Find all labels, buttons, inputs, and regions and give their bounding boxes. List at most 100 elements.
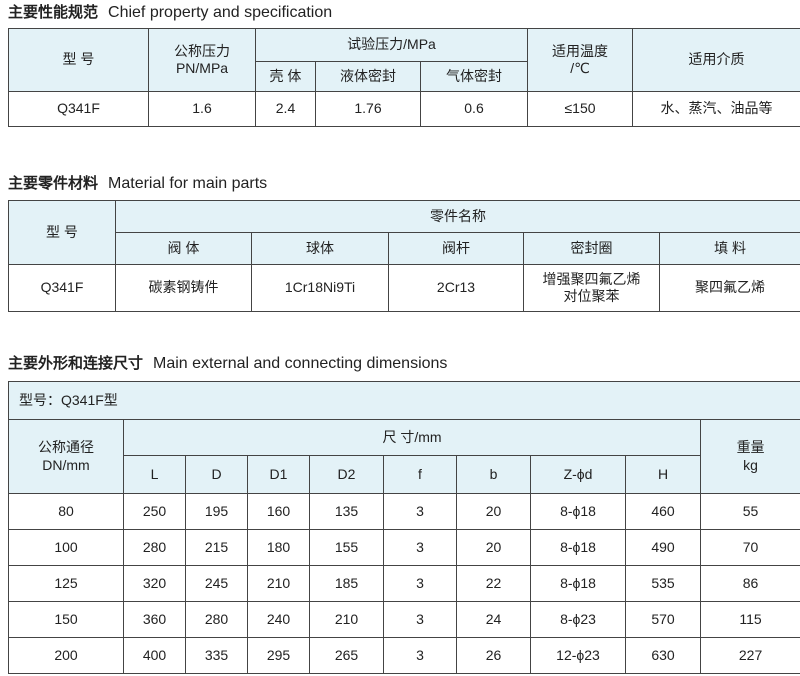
cell: 聚四氟乙烯: [658, 264, 800, 312]
cell: 155: [309, 529, 384, 566]
cell: 215: [185, 529, 248, 566]
cell: ≤150: [527, 91, 634, 127]
cell: 490: [625, 529, 701, 566]
hdr-col: Z-ϕd: [530, 455, 626, 494]
cell: 335: [185, 637, 248, 674]
hdr-size: 尺 寸/mm: [123, 419, 701, 456]
cell: 55: [699, 493, 800, 530]
section2-title: 主要零件材料 Material for main parts: [8, 172, 267, 193]
cell: Q341F: [8, 91, 149, 127]
hdr-test-pressure: 试验压力/MPa: [254, 28, 529, 62]
cell: 24: [456, 601, 531, 638]
cell: 3: [383, 529, 457, 566]
table-row: Q341F 1.6 2.4 1.76 0.6 ≤150 水、蒸汽、油品等: [8, 91, 800, 127]
table-row: 125 320 245 210 185 3 22 8-ϕ18 535 86: [8, 565, 800, 602]
hdr-stem: 阀杆: [388, 232, 524, 265]
hdr-part-name: 零件名称: [114, 200, 800, 233]
cell: 240: [247, 601, 310, 638]
cell: 135: [309, 493, 384, 530]
table-row: 150 360 280 240 210 3 24 8-ϕ23 570 115: [8, 601, 800, 638]
cell: 2Cr13: [388, 264, 524, 312]
cell: 26: [456, 637, 531, 674]
cell: 185: [309, 565, 384, 602]
hdr-model: 型 号: [8, 200, 116, 265]
section3-title-cn: 主要外形和连接尺寸: [8, 354, 144, 372]
hdr-packing: 填 料: [658, 232, 800, 265]
cell: 280: [185, 601, 248, 638]
model-label: 型号：Q341F型: [7, 381, 800, 420]
materials-table: 型 号 零件名称 阀 体球体 阀杆 密封圈填 料 Q341F 碳素钢铸件 1Cr18Ni…: [8, 200, 800, 312]
hdr-col: D2: [309, 455, 384, 494]
cell: 碳素钢铸件: [115, 264, 252, 312]
hdr-col: L: [123, 455, 186, 494]
section1-title: 主要性能规范 Chief property and specification: [8, 1, 332, 22]
cell: 70: [699, 529, 800, 566]
spec-table: 型 号 公称压力 PN/MPa 试验压力/MPa 适用温度/℃ 适用介质 壳 体 …: [8, 28, 800, 127]
cell: 150: [8, 601, 124, 638]
cell: 1Cr18Ni9Ti: [251, 264, 389, 312]
cell: 160: [247, 493, 310, 530]
cell: 180: [247, 529, 310, 566]
cell: 8-ϕ18: [530, 529, 626, 566]
table-row: Q341F 碳素钢铸件 1Cr18Ni9Ti 2Cr13 增强聚四氟乙烯 对位聚苯 聚四氟乙…: [8, 264, 800, 312]
cell: 535: [625, 565, 701, 602]
section1-title-cn: 主要性能规范: [8, 3, 99, 21]
hdr-medium: 适用介质: [632, 28, 800, 92]
dimensions-table: 型号：Q341F型 公称通径 DN/mm 尺 寸/mm 重量 kg L D D1 D2 f b…: [7, 381, 800, 674]
cell: 1.76: [315, 91, 421, 127]
cell: 630: [625, 637, 701, 674]
table-row: 200 400 335 295 265 3 26 12-ϕ23 630 227: [8, 637, 800, 674]
cell: 增强聚四氟乙烯 对位聚苯: [523, 264, 660, 312]
hdr-col: D1: [247, 455, 310, 494]
cell: 0.6: [419, 91, 529, 127]
cell: Q341F: [8, 264, 116, 312]
cell: 2.4: [255, 91, 316, 127]
cell: 227: [699, 637, 800, 674]
cell: 295: [247, 637, 310, 674]
cell: 265: [309, 637, 384, 674]
hdr-col: H: [625, 455, 701, 494]
hdr-liquid-seal: 液体密封: [315, 61, 421, 92]
hdr-gas-seal: 气体密封: [419, 61, 529, 92]
hdr-col: f: [383, 455, 457, 494]
cell: 460: [625, 493, 701, 530]
section2-title-en: Material for main parts: [108, 175, 268, 192]
hdr-col: D: [185, 455, 248, 494]
hdr-nominal-pressure: 公称压力 PN/MPa: [148, 28, 256, 92]
cell: 1.6: [148, 91, 256, 127]
hdr-weight: 重量 kg: [699, 419, 800, 494]
cell: 195: [185, 493, 248, 530]
cell: 3: [383, 637, 457, 674]
hdr-dn: 公称通径 DN/mm: [8, 419, 124, 494]
cell: 245: [185, 565, 248, 602]
hdr-ball: 球体: [251, 232, 389, 265]
cell: 400: [123, 637, 186, 674]
hdr-seal: 密封圈: [523, 232, 660, 265]
section2-title-cn: 主要零件材料: [8, 174, 99, 192]
hdr-model: 型 号: [8, 28, 149, 92]
cell: 8-ϕ18: [530, 493, 626, 530]
cell: 8-ϕ18: [530, 565, 626, 602]
cell: 210: [309, 601, 384, 638]
cell: 200: [8, 637, 124, 674]
cell: 80: [8, 493, 124, 530]
cell: 280: [123, 529, 186, 566]
table-row: 80 250 195 160 135 3 20 8-ϕ18 460 55: [8, 493, 800, 530]
cell: 3: [383, 601, 457, 638]
cell: 水、蒸汽、油品等: [632, 91, 800, 127]
cell: 570: [625, 601, 701, 638]
section3-title-en: Main external and connecting dimensions: [153, 355, 448, 372]
cell: 3: [383, 493, 457, 530]
cell: 20: [456, 529, 531, 566]
hdr-body: 阀 体: [115, 232, 252, 265]
cell: 8-ϕ23: [530, 601, 626, 638]
cell: 115: [699, 601, 800, 638]
hdr-temp: 适用温度/℃: [527, 28, 634, 92]
hdr-col: b: [456, 455, 531, 494]
cell: 12-ϕ23: [530, 637, 626, 674]
cell: 210: [247, 565, 310, 602]
cell: 3: [383, 565, 457, 602]
cell: 20: [456, 493, 531, 530]
cell: 86: [699, 565, 800, 602]
cell: 125: [8, 565, 124, 602]
